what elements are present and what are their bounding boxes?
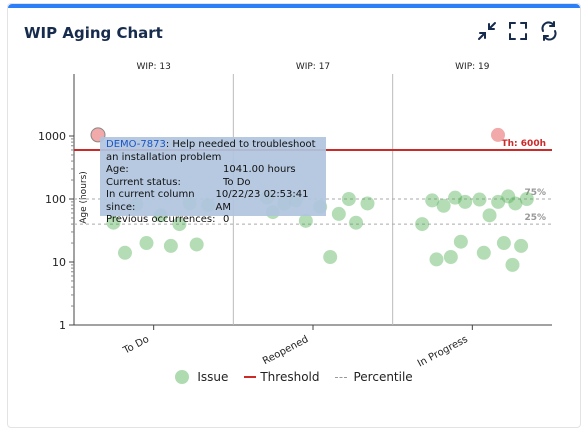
column-wip-label: WIP: 13 (137, 62, 171, 72)
legend-label-threshold: Threshold (260, 370, 320, 384)
issue-point (429, 252, 444, 267)
issue-point (436, 198, 451, 213)
issue-point (415, 217, 430, 232)
column-wip-label: WIP: 19 (455, 62, 490, 72)
tooltip-title: DEMO-7873: Help needed to troubleshoot a… (106, 139, 320, 164)
issue-point (106, 215, 121, 230)
collapse-arrows-icon[interactable] (476, 20, 498, 42)
issue-point (443, 250, 458, 265)
y-tick-label: 1000 (38, 130, 66, 143)
y-tick-label: 1 (59, 319, 66, 332)
issue-tooltip: DEMO-7873: Help needed to troubleshoot a… (100, 137, 326, 225)
issue-point (508, 196, 523, 211)
tooltip-row-key: Previous occurrences: (106, 214, 216, 225)
issue-point (491, 194, 506, 209)
issue-marker-icon (175, 370, 190, 384)
tooltip-row-key: Age: (106, 164, 129, 175)
y-axis-label: Age (hours) (79, 171, 89, 224)
issue-point (139, 236, 154, 251)
chart-legend: Issue Threshold Percentile (0, 370, 588, 384)
issue-point (505, 257, 520, 272)
issue-point (172, 217, 187, 232)
issue-point (163, 238, 178, 253)
tooltip-row-value: 1041.00 hours (223, 164, 296, 175)
x-tick-label: In Progress (416, 334, 470, 370)
card-title: WIP Aging Chart (24, 24, 163, 42)
x-tick-label: Reopened (261, 334, 310, 367)
y-tick-label: 10 (52, 256, 66, 269)
issue-point (448, 190, 463, 205)
tooltip-row-key: Current status: (106, 176, 181, 188)
legend-label-percentile: Percentile (353, 370, 413, 384)
percentile-label: 75% (524, 188, 546, 198)
issue-point (425, 193, 440, 208)
issue-summary: : Help needed to troubleshoot an install… (106, 139, 316, 163)
issue-point (117, 245, 132, 260)
percentile-label: 25% (524, 213, 546, 223)
issue-point (482, 208, 497, 223)
x-tick-label: To Do (121, 334, 151, 357)
issue-point (453, 234, 468, 249)
issue-point (458, 194, 473, 209)
legend-item-issue[interactable]: Issue (175, 370, 228, 384)
issue-point (496, 236, 511, 251)
tooltip-row: In current column since: 10/22/23 02:53:4… (106, 189, 320, 214)
tooltip-row-value: To Do (223, 176, 251, 188)
legend-item-threshold[interactable]: Threshold (244, 370, 319, 384)
refresh-icon[interactable] (538, 20, 560, 42)
threshold-label: Th: 600h (502, 139, 546, 149)
issue-point (341, 192, 356, 206)
fullscreen-icon[interactable] (507, 20, 529, 42)
issue-point (514, 238, 529, 253)
card-accent-bar (8, 4, 580, 8)
issue-point (323, 250, 338, 265)
legend-label-issue: Issue (197, 370, 229, 384)
issue-key-link[interactable]: DEMO-7873 (106, 139, 166, 150)
percentile-line-icon (335, 376, 348, 378)
issue-point (298, 213, 313, 228)
legend-item-percentile[interactable]: Percentile (335, 370, 413, 384)
issue-point (491, 127, 505, 142)
y-tick-label: 100 (45, 193, 66, 206)
issue-point (331, 206, 346, 221)
tooltip-row-key: In current column since: (106, 189, 195, 213)
issue-point (360, 196, 375, 211)
issue-point (189, 237, 204, 252)
column-wip-label: WIP: 17 (296, 62, 330, 72)
issue-point (472, 192, 487, 207)
tooltip-row-value: 0 (223, 214, 230, 225)
issue-point (349, 215, 364, 230)
issue-point (501, 189, 516, 204)
tooltip-row: Age: 1041.00 hours (106, 164, 320, 177)
tooltip-row: Previous occurrences: 0 (106, 214, 320, 227)
threshold-line-icon (244, 376, 257, 378)
tooltip-row: Current status: To Do (106, 177, 320, 190)
issue-point (476, 245, 491, 260)
issue-point (519, 192, 534, 206)
tooltip-row-value: 10/22/23 02:53:41 AM (215, 189, 309, 213)
